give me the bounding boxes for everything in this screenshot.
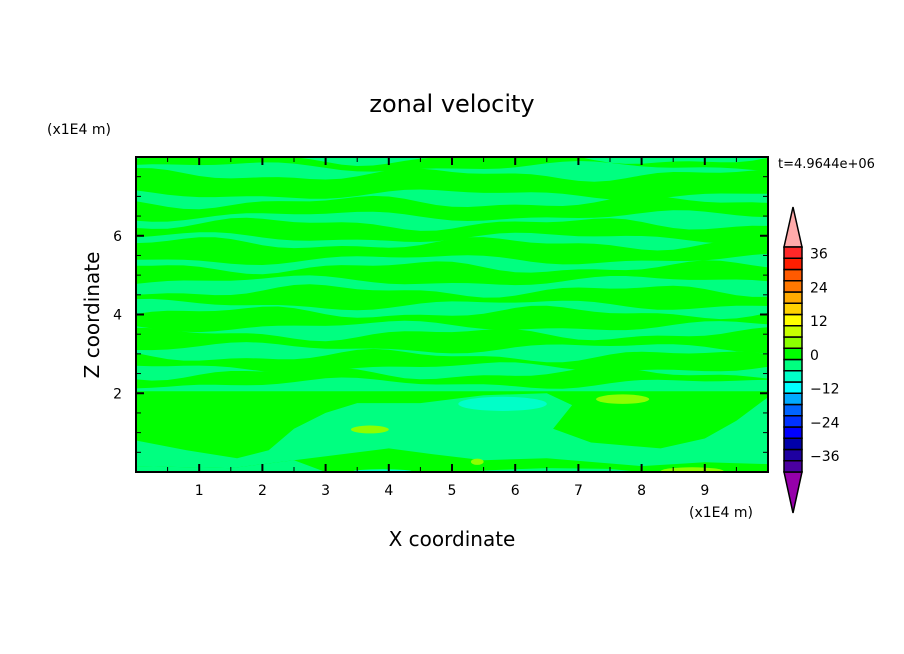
colorbar-over-arrow [783,206,803,248]
x-tick-label: 7 [574,483,583,499]
contour-band [136,284,768,311]
contour-region [136,393,768,469]
colorbar-swatch [783,302,803,316]
x-tick-label: 6 [511,483,520,499]
colorbar-swatch [783,336,803,349]
colorbar-tick-label: −12 [810,382,840,398]
contour-blob [596,394,650,404]
colorbar-tick-label: 24 [810,280,828,296]
contour-band [136,195,768,222]
colorbar-swatch [783,257,803,271]
colorbar-swatch [783,370,803,383]
contour-band [136,260,768,286]
contour-band [136,168,768,201]
colorbar-swatch [783,381,803,394]
y-unit-label: (x1E4 m) [47,122,111,138]
contour-band [136,237,768,265]
colorbar-tick-label: −24 [810,415,840,431]
colorbar-swatch [783,347,803,361]
colorbar-tick-label: 36 [810,247,828,263]
colorbar-swatch [783,415,803,428]
contour-blob [458,396,547,411]
y-tick-label: 6 [113,229,122,245]
time-label: t=4.9644e+06 [778,157,875,172]
colorbar-swatch [783,448,803,462]
colorbar-swatch [783,358,803,372]
contour-field [136,157,768,472]
contour-band [136,217,768,244]
colorbar-tick-label: −36 [810,449,840,465]
contour-blob [470,458,484,465]
y-tick-label: 4 [113,308,122,324]
colorbar-swatch [783,460,803,473]
colorbar-swatch [783,246,803,259]
contour-blob [350,425,389,434]
colorbar-swatch [783,280,803,293]
colorbar-tick-label: 12 [810,314,828,330]
x-unit-label: (x1E4 m) [689,505,753,521]
colorbar-swatch [783,392,803,406]
x-tick-label: 9 [700,483,709,499]
contour-band [136,327,768,354]
x-tick-label: 5 [448,483,457,499]
x-tick-label: 3 [321,483,330,499]
colorbar-swatch [783,403,803,417]
x-tick-label: 2 [258,483,267,499]
colorbar-tick-label: 0 [810,348,819,364]
y-axis-label: Z coordinate [80,252,104,379]
contour-band [136,366,768,389]
x-tick-label: 8 [637,483,646,499]
colorbar-under-arrow [783,471,803,514]
contour-region [136,460,326,472]
y-tick-label: 2 [113,386,122,402]
x-tick-label: 1 [195,483,204,499]
contour-band [136,305,768,333]
colorbar-swatch [783,426,803,439]
colorbar-swatch [783,325,803,338]
colorbar-swatch [783,313,803,327]
x-axis-label: X coordinate [389,527,516,551]
colorbar-swatch [783,268,803,282]
colorbar-swatch [783,437,803,451]
x-tick-label: 4 [384,483,393,499]
contour-blob [660,467,724,472]
chart-title: zonal velocity [369,90,534,118]
colorbar-swatch [783,291,803,304]
